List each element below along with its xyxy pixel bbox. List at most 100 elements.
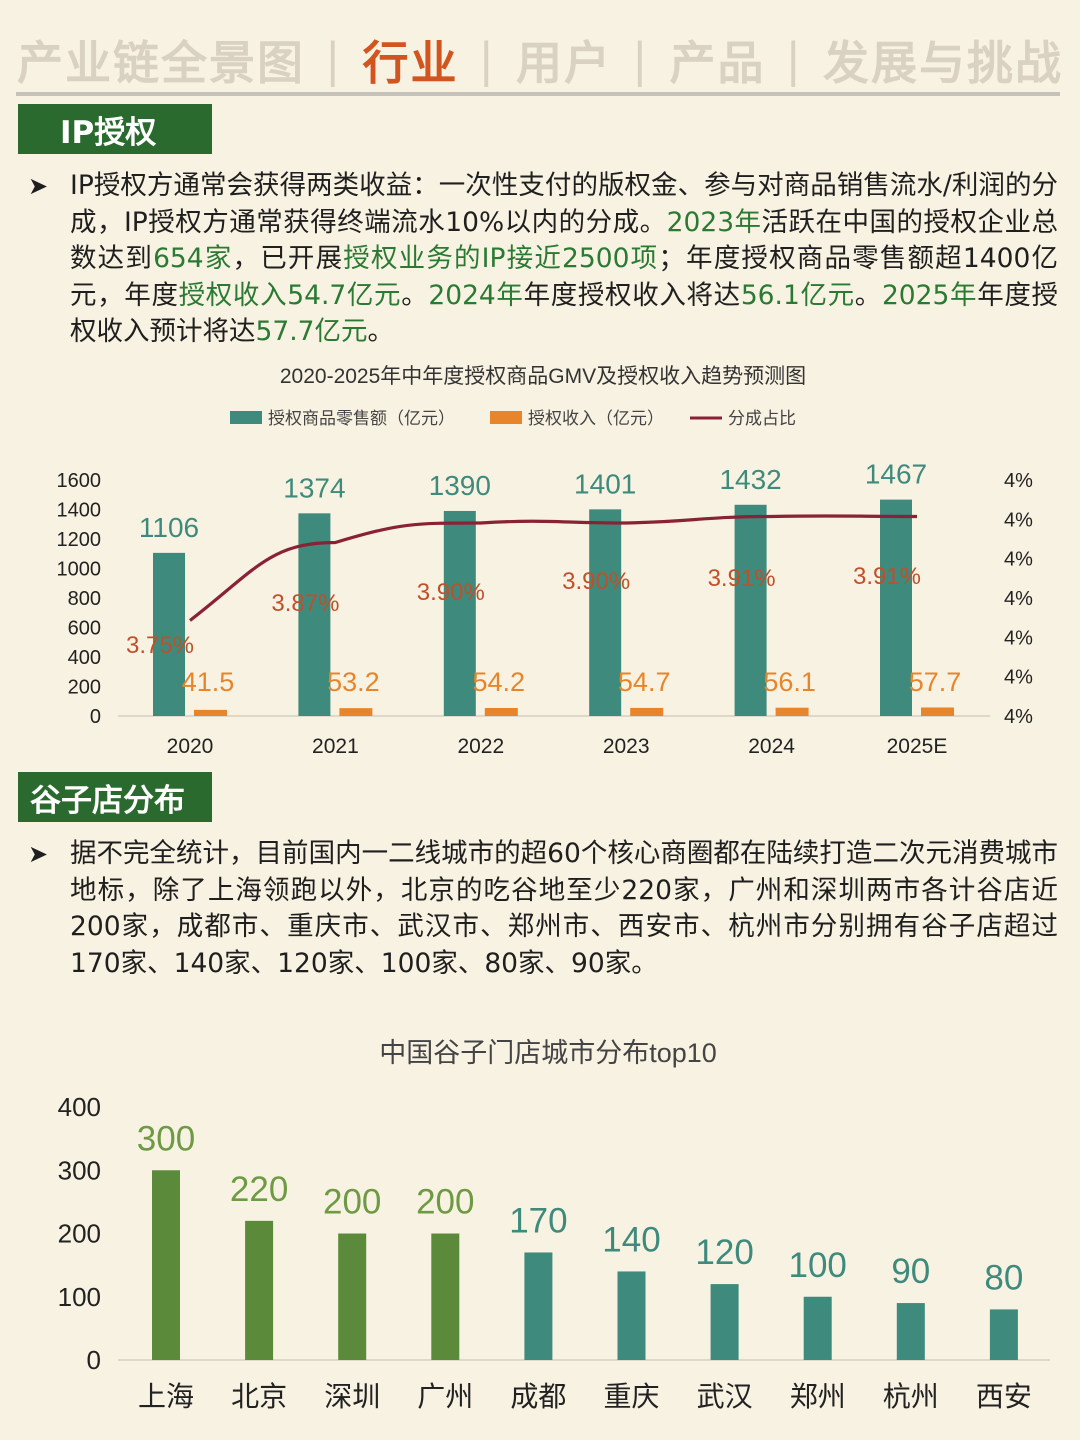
x-axis-tick-label: 2021 [312,735,359,758]
y-axis-tick-label: 600 [68,618,101,640]
city-label: 郑州 [790,1381,846,1412]
nav-separator: | [478,33,496,87]
store-count-bar [524,1252,553,1360]
ratio-data-label: 3.87% [271,590,339,617]
gmv-bar [153,552,185,716]
store-count-bar [617,1271,646,1360]
store-count-label: 170 [509,1201,567,1240]
section-title-goods-stores: 谷子店分布 [18,772,212,822]
income-data-label: 53.2 [327,667,380,697]
y-axis-tick-label: 1000 [57,559,102,581]
store-count-label: 200 [416,1183,474,1222]
nav-item-products[interactable]: 产品 [669,36,766,90]
ratio-data-label: 3.91% [708,565,776,592]
body-text: 。 [854,279,882,311]
highlight-text: 56.1亿元 [740,279,855,311]
store-count-label: 220 [230,1170,288,1209]
income-bar [194,709,227,716]
gmv-data-label: 1467 [865,459,927,490]
y-axis-tick-label: 400 [68,647,101,669]
nav-item-industry[interactable]: 行业 [362,36,459,90]
store-count-label: 80 [984,1258,1023,1297]
income-data-label: 41.5 [182,667,235,697]
store-count-bar [152,1170,180,1360]
store-count-bar [896,1303,925,1360]
gmv-data-label: 1390 [429,470,491,501]
gmv-bar [298,513,331,716]
y-axis-tick-label: 0 [90,706,101,728]
y-axis-tick-label: 1600 [57,470,102,492]
legend-swatch-income [490,411,522,424]
gmv-data-label: 1374 [283,472,345,503]
nav-item-chain[interactable]: 产业链全景图 [17,36,305,90]
x-axis-tick-label: 2023 [603,735,650,758]
city-label: 成都 [510,1381,566,1412]
store-count-bar [338,1233,367,1360]
nav-separator: | [325,33,343,87]
income-data-label: 57.7 [909,667,962,697]
income-bar [484,708,518,716]
y2-axis-tick-label: 4% [1004,706,1033,728]
nav-item-challenges[interactable]: 发展与挑战 [823,36,1063,90]
nav-separator: | [632,33,650,87]
body-text: 。 [401,279,429,311]
highlight-text: 2025年 [881,279,978,311]
nav-item-users[interactable]: 用户 [516,36,612,90]
y2-axis-tick-label: 4% [1004,470,1033,492]
income-bar [921,707,954,716]
y-axis-tick-label: 1400 [57,500,102,522]
ip-license-text: IP授权方通常会获得两类收益：一次性支付的版权金、参与对商品销售流水/利润的分成… [28,168,1058,351]
legend-label-ratio: 分成占比 [728,409,796,428]
x-axis-tick-label: 2020 [167,735,214,758]
ratio-data-label: 3.90% [417,579,485,606]
x-axis-tick-label: 2022 [457,735,504,758]
y2-axis-tick-label: 4% [1004,509,1033,531]
y-axis-tick-label: 300 [58,1155,101,1185]
income-data-label: 54.2 [473,667,526,697]
ip-license-paragraph: ➤ IP授权方通常会获得两类收益：一次性支付的版权金、参与对商品销售流水/利润的… [28,168,1058,351]
y-axis-tick-label: 1200 [57,529,102,551]
income-bar [339,708,373,716]
y-axis-tick-label: 400 [58,1092,101,1122]
city-label: 北京 [231,1381,287,1412]
gmv-data-label: 1401 [574,468,636,499]
ratio-data-label: 3.91% [853,563,921,590]
gmv-bar [443,510,476,716]
legend-label-income: 授权收入（亿元） [528,409,664,428]
city-label: 杭州 [883,1381,939,1412]
license-trend-chart: 2020-2025年中年度授权商品GMV及授权收入趋势预测图授权商品零售额（亿元… [57,365,1034,758]
income-data-label: 54.7 [618,667,671,697]
highlight-text: 2024年 [428,279,524,311]
ratio-data-label: 3.75% [126,632,194,659]
y-axis-tick-label: 100 [58,1282,101,1312]
body-text: IP授权方通常会获得两类收益：一次性支付的版权金、参与对商品销售流水/利润的分成… [70,170,1058,238]
store-count-label: 200 [323,1183,381,1222]
store-count-bar [710,1284,739,1360]
gmv-bar [589,509,622,716]
body-text: ；年度授权商品零售额超1400亿元，年度 [70,243,1058,311]
gmv-data-label: 1432 [719,464,781,495]
body-text: 年度授权收入预计将达 [70,279,1058,348]
income-bar [775,707,809,716]
chart-title: 2020-2025年中年度授权商品GMV及授权收入趋势预测图 [280,365,806,388]
body-text: 据不完全统计，目前国内一二线城市的超60个核心商圈都在陆续打造二次元消费城市地标… [70,838,1058,979]
y-axis-tick-label: 200 [58,1219,101,1249]
city-label: 深圳 [324,1381,380,1412]
body-text: 年度授权收入将达 [523,279,741,311]
store-count-label: 100 [788,1246,846,1285]
x-axis-tick-label: 2024 [748,735,795,758]
body-text: ，已开展 [232,243,344,274]
body-text: 。 [367,316,395,347]
y2-axis-tick-label: 4% [1004,667,1033,689]
chart-title: 中国谷子门店城市分布top10 [379,1038,717,1068]
y-axis-tick-label: 800 [68,588,101,610]
highlight-text: 授权业务的IP接近2500项 [343,243,659,274]
store-count-bar [431,1233,460,1360]
income-data-label: 56.1 [763,667,816,697]
top-navigation: 产业链全景图 | 行业 | 用户 | 产品 | 发展与挑战 [0,28,1080,92]
y2-axis-tick-label: 4% [1004,627,1033,649]
store-count-bar [245,1220,274,1360]
store-distribution-chart: 中国谷子门店城市分布top10 0 100 200 300 400 300 上海 220 北京 20… [58,1038,1050,1412]
gmv-bar [734,504,767,716]
bullet-arrow-icon: ➤ [28,172,49,200]
